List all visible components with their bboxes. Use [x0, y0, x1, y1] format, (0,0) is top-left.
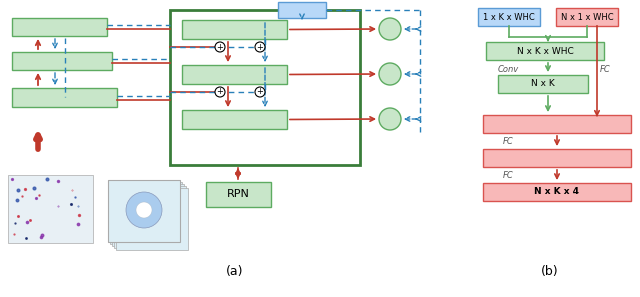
Bar	[110, 182, 182, 244]
Text: (a): (a)	[227, 266, 244, 279]
Text: FC: FC	[600, 66, 611, 75]
Bar	[12, 52, 112, 70]
Circle shape	[215, 87, 225, 97]
Text: +: +	[216, 88, 223, 97]
Circle shape	[126, 192, 162, 228]
Bar	[486, 42, 604, 60]
Bar	[114, 186, 186, 248]
Text: N x K x WHC: N x K x WHC	[516, 47, 573, 56]
Text: +: +	[257, 42, 264, 51]
Bar	[182, 110, 287, 129]
Bar	[116, 188, 188, 250]
Text: +: +	[216, 42, 223, 51]
Bar	[108, 180, 180, 242]
Circle shape	[255, 87, 265, 97]
Text: 1 x K x WHC: 1 x K x WHC	[483, 12, 535, 21]
Text: N x 1 x WHC: N x 1 x WHC	[561, 12, 613, 21]
Bar	[8, 175, 93, 243]
Bar	[182, 65, 287, 84]
Text: Conv: Conv	[497, 66, 518, 75]
Bar	[478, 8, 540, 26]
Bar	[12, 18, 107, 36]
Text: N x K: N x K	[531, 80, 555, 89]
Bar	[206, 182, 271, 207]
Bar	[483, 149, 631, 167]
Bar	[112, 184, 184, 246]
Bar	[278, 2, 326, 18]
Circle shape	[136, 202, 152, 218]
Text: FC: FC	[502, 137, 513, 146]
Circle shape	[379, 18, 401, 40]
Text: N x K x 4: N x K x 4	[534, 187, 579, 197]
Circle shape	[379, 63, 401, 85]
Bar	[182, 20, 287, 39]
Text: RPN: RPN	[227, 189, 250, 199]
Circle shape	[379, 108, 401, 130]
Circle shape	[255, 42, 265, 52]
Bar	[483, 183, 631, 201]
Bar	[12, 88, 117, 107]
Bar	[498, 75, 588, 93]
Text: +: +	[257, 88, 264, 97]
Text: (b): (b)	[541, 266, 559, 279]
Bar	[170, 10, 360, 165]
Circle shape	[215, 42, 225, 52]
Bar	[556, 8, 618, 26]
Text: FC: FC	[502, 170, 513, 179]
Bar	[108, 180, 180, 242]
Bar	[483, 115, 631, 133]
